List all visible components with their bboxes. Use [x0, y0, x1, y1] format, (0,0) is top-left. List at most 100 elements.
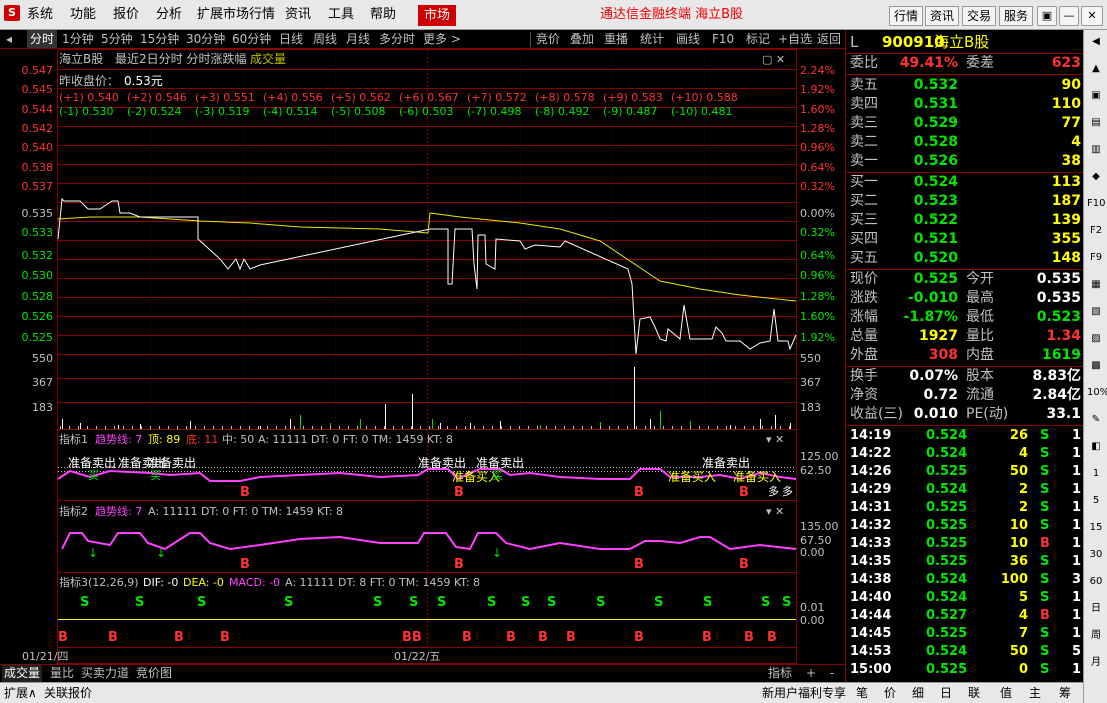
draw-button[interactable]: 画线 [676, 32, 701, 46]
menu-news[interactable]: 资讯 [285, 7, 312, 22]
menu-analysis[interactable]: 分析 [156, 7, 183, 22]
overlay-button[interactable]: 叠加 [570, 32, 595, 46]
tick-row[interactable]: 14:19 0.524 26 S 1 [846, 427, 1084, 445]
trade-button[interactable]: 交易 [962, 6, 996, 26]
close-icon[interactable]: ✕ [1081, 6, 1103, 26]
tab-volume[interactable]: 成交量 [2, 665, 43, 682]
tick-row[interactable]: 14:22 0.524 4 S 1 [846, 445, 1084, 463]
tab-60min[interactable]: 60分钟 [232, 32, 272, 46]
promo-link[interactable]: 新用户福利专享 [762, 686, 847, 700]
side-tool-icon[interactable]: ▨ [1091, 333, 1101, 344]
menu-extended-market[interactable]: 扩展市场行情 [197, 7, 276, 22]
side-tool-icon[interactable]: F9 [1089, 252, 1103, 263]
sell-level-4[interactable]: 卖四 0.531 110 [846, 95, 1084, 114]
buy-level-3[interactable]: 买三 0.522 139 [846, 211, 1084, 230]
sell-level-1[interactable]: 卖一 0.526 38 [846, 152, 1084, 171]
tab-main[interactable]: 主 [1029, 686, 1042, 700]
tick-row[interactable]: 14:31 0.525 2 S 1 [846, 499, 1084, 517]
buy-level-4[interactable]: 买四 0.521 355 [846, 230, 1084, 249]
menu-system[interactable]: 系统 [27, 7, 54, 22]
tab-more[interactable]: 更多 > [423, 32, 461, 46]
menu-quote[interactable]: 报价 [113, 7, 140, 22]
zoom-out-button[interactable]: - [830, 666, 835, 680]
indicator-button[interactable]: 指标 [768, 666, 793, 680]
side-tool-icon[interactable]: ▥ [1091, 144, 1101, 155]
tab-trades[interactable]: 笔 [856, 686, 869, 700]
add-favorite-button[interactable]: +自选 [778, 32, 813, 46]
collapse-left-icon[interactable]: ◂ [6, 32, 13, 46]
tab-multi-intraday[interactable]: 多分时 [379, 32, 416, 46]
tab-chips[interactable]: 筹 [1059, 686, 1072, 700]
tick-row[interactable]: 14:45 0.525 7 S 1 [846, 625, 1084, 643]
expand-button[interactable]: 扩展∧ [4, 686, 37, 700]
minimize-icon[interactable]: — [1059, 6, 1079, 26]
tick-row[interactable]: 14:29 0.524 2 S 1 [846, 481, 1084, 499]
side-tool-icon[interactable]: 10% [1087, 387, 1107, 398]
tab-buy-sell-force[interactable]: 买卖力道 [81, 666, 130, 680]
side-tool-icon[interactable]: 日 [1091, 603, 1101, 614]
side-tool-icon[interactable]: ✎ [1091, 414, 1101, 425]
side-tool-icon[interactable]: ▧ [1091, 306, 1101, 317]
side-tool-icon[interactable]: 1 [1092, 468, 1100, 479]
tab-detail[interactable]: 细 [912, 686, 925, 700]
tick-row[interactable]: 14:32 0.525 10 S 1 [846, 517, 1084, 535]
side-tool-icon[interactable]: 15 [1089, 522, 1103, 533]
tick-row[interactable]: 14:40 0.524 5 S 1 [846, 589, 1084, 607]
stats-button[interactable]: 统计 [640, 32, 665, 46]
sell-level-2[interactable]: 卖二 0.528 4 [846, 133, 1084, 152]
auction-button[interactable]: 竞价 [536, 32, 561, 46]
tab-daily[interactable]: 日线 [279, 32, 304, 46]
side-tool-icon[interactable]: ◆ [1092, 171, 1100, 182]
tab-price[interactable]: 价 [884, 686, 897, 700]
service-button[interactable]: 服务 [999, 6, 1033, 26]
side-tool-icon[interactable]: ▩ [1091, 360, 1101, 371]
tab-monthly[interactable]: 月线 [346, 32, 371, 46]
quote-button[interactable]: 行情 [889, 6, 923, 26]
tab-15min[interactable]: 15分钟 [140, 32, 180, 46]
f10-button[interactable]: F10 [712, 32, 735, 46]
intraday-chart[interactable]: 海立B股 最近2日分时 分时涨跌幅 成交量 ▢ ✕ 昨收盘价： 0.53元 (+… [0, 49, 845, 664]
menu-function[interactable]: 功能 [70, 7, 97, 22]
tick-row[interactable]: 14:35 0.525 36 S 1 [846, 553, 1084, 571]
back-button[interactable]: 返回 [817, 32, 842, 46]
side-tool-icon[interactable]: ▲ [1092, 63, 1100, 74]
tick-row[interactable]: 14:53 0.524 50 S 5 [846, 643, 1084, 661]
tab-value[interactable]: 值 [1000, 686, 1013, 700]
buy-level-5[interactable]: 买五 0.520 148 [846, 249, 1084, 268]
side-tool-icon[interactable]: 5 [1092, 495, 1100, 506]
menu-help[interactable]: 帮助 [370, 7, 397, 22]
buy-level-2[interactable]: 买二 0.523 187 [846, 192, 1084, 211]
tick-row[interactable]: 14:26 0.525 50 S 1 [846, 463, 1084, 481]
tab-intraday[interactable]: 分时 [27, 30, 58, 48]
mark-button[interactable]: 标记 [746, 32, 771, 46]
market-button[interactable]: 市场 [418, 5, 456, 26]
tick-row[interactable]: 14:33 0.525 10 B 1 [846, 535, 1084, 553]
menu-tools[interactable]: 工具 [328, 7, 355, 22]
side-tool-icon[interactable]: F10 [1087, 198, 1106, 209]
side-tool-icon[interactable]: ▣ [1091, 90, 1101, 101]
news-button[interactable]: 资讯 [925, 6, 959, 26]
tab-volume-ratio[interactable]: 量比 [50, 666, 75, 680]
side-tool-icon[interactable]: ◧ [1091, 441, 1101, 452]
tab-auction-chart[interactable]: 竞价图 [136, 666, 173, 680]
side-tool-icon[interactable]: 60 [1089, 576, 1103, 587]
buy-level-1[interactable]: 买一 0.524 113 [846, 173, 1084, 192]
side-tool-icon[interactable]: 30 [1089, 549, 1103, 560]
zoom-in-button[interactable]: + [806, 666, 817, 680]
replay-button[interactable]: 重播 [604, 32, 629, 46]
side-tool-icon[interactable]: F2 [1089, 225, 1103, 236]
related-quote-button[interactable]: 关联报价 [44, 686, 93, 700]
side-tool-icon[interactable]: ▦ [1091, 279, 1101, 290]
tab-30min[interactable]: 30分钟 [186, 32, 226, 46]
tab-link[interactable]: 联 [968, 686, 981, 700]
restore-icon[interactable]: ▣ [1037, 6, 1057, 26]
tab-day[interactable]: 日 [940, 686, 953, 700]
tick-row[interactable]: 15:00 0.525 0 S 1 [846, 661, 1084, 679]
intraday-chart-area[interactable]: 海立B股 最近2日分时 分时涨跌幅 成交量 ▢ ✕ 昨收盘价： 0.53元 (+… [0, 49, 845, 664]
tab-weekly[interactable]: 周线 [313, 32, 338, 46]
side-tool-icon[interactable]: 周 [1091, 630, 1101, 641]
side-tool-icon[interactable]: ▤ [1091, 117, 1101, 128]
side-tool-icon[interactable]: 月 [1091, 657, 1101, 668]
tick-row[interactable]: 14:38 0.524 100 S 3 [846, 571, 1084, 589]
sell-level-3[interactable]: 卖三 0.529 77 [846, 114, 1084, 133]
